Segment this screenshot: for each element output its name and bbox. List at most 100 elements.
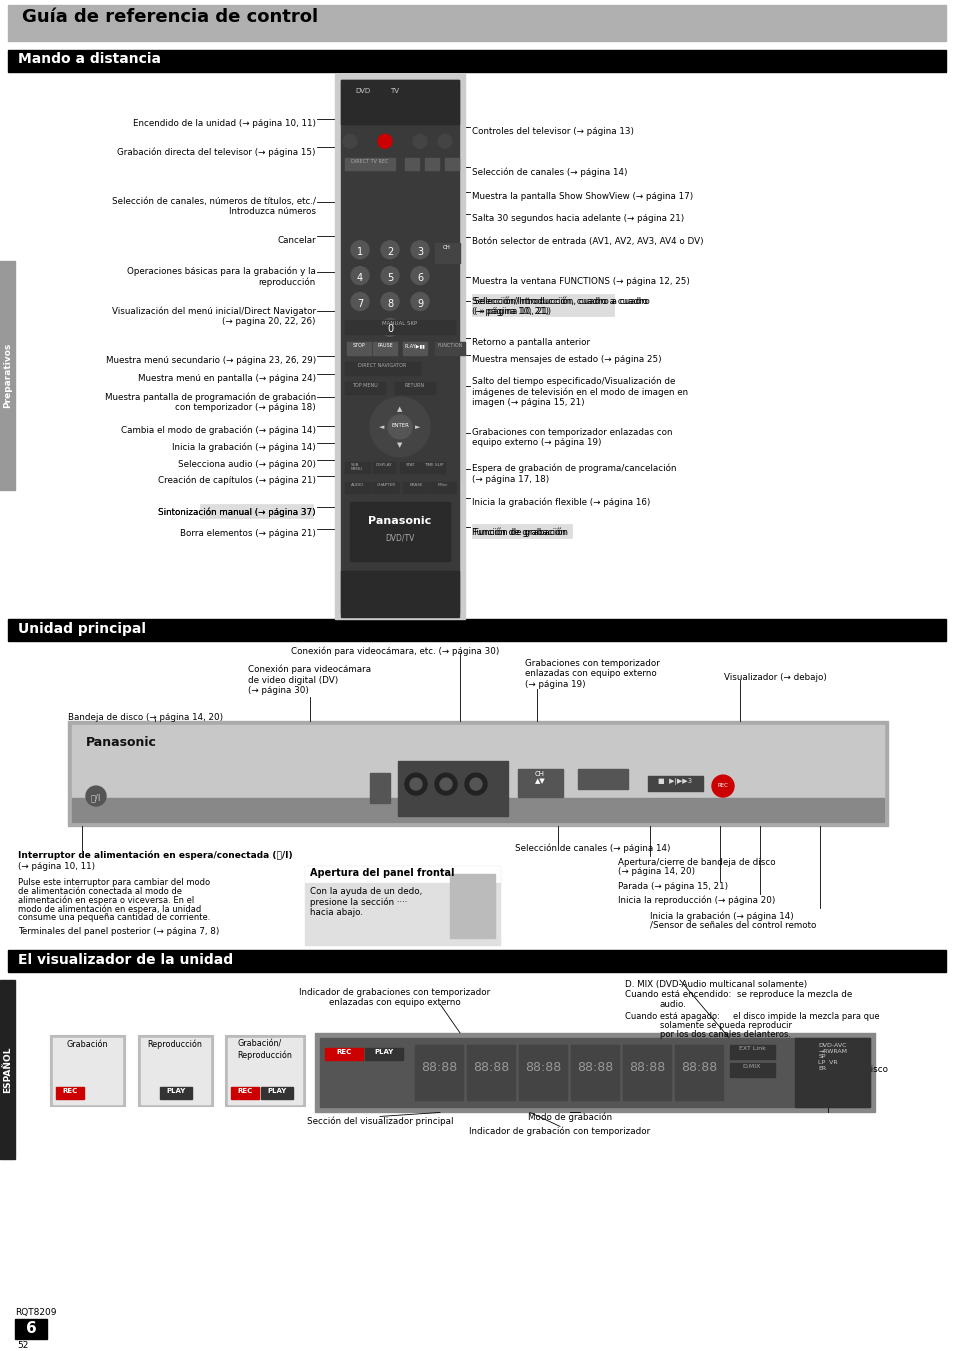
Bar — [340, 571, 458, 617]
Bar — [8, 50, 945, 72]
Text: Preparativos: Preparativos — [3, 343, 12, 408]
Text: Conexión para videocámara, etc. (→ página 30): Conexión para videocámara, etc. (→ págin… — [291, 647, 498, 657]
Circle shape — [380, 240, 398, 258]
Text: Inicia la grabación flexible (→ página 16): Inicia la grabación flexible (→ página 1… — [472, 497, 650, 507]
Text: alimentación en espera o viceversa. En el: alimentación en espera o viceversa. En e… — [18, 896, 194, 905]
Bar — [373, 481, 398, 493]
Text: Mando a distancia: Mando a distancia — [18, 51, 161, 66]
Text: DVD: DVD — [355, 88, 370, 93]
Circle shape — [410, 778, 421, 790]
Circle shape — [380, 319, 398, 336]
Circle shape — [470, 778, 481, 790]
Text: Interruptor de alimentación en espera/conectada (⏻/I): Interruptor de alimentación en espera/co… — [18, 851, 293, 861]
Circle shape — [411, 240, 429, 258]
Bar — [373, 462, 395, 473]
Bar — [340, 80, 458, 124]
Circle shape — [351, 266, 369, 285]
Text: ERASE: ERASE — [409, 482, 422, 486]
Text: 8: 8 — [387, 299, 393, 308]
Text: solamente se pueda reproducir: solamente se pueda reproducir — [659, 1021, 791, 1029]
Text: Pulse este interruptor para cambiar del modo: Pulse este interruptor para cambiar del … — [18, 878, 210, 886]
Text: Retorno a pantalla anterior: Retorno a pantalla anterior — [472, 338, 590, 347]
Text: 2: 2 — [387, 247, 393, 257]
Bar — [435, 342, 464, 355]
Bar — [647, 775, 702, 792]
Text: Muestra pantalla de programación de grabación
con temporizador (→ página 18): Muestra pantalla de programación de grab… — [105, 392, 315, 412]
Text: PAUSE: PAUSE — [376, 343, 393, 349]
Bar — [340, 80, 458, 613]
Text: TOP MENU: TOP MENU — [352, 384, 377, 388]
Bar — [345, 158, 395, 170]
Bar — [430, 481, 456, 493]
Text: SUB
MENU: SUB MENU — [351, 462, 363, 471]
Text: CH
▲▼: CH ▲▼ — [534, 771, 545, 784]
Bar — [347, 342, 371, 355]
Text: STAT: STAT — [406, 462, 416, 466]
Text: Operaciones básicas para la grabación y la
reproducción: Operaciones básicas para la grabación y … — [127, 266, 315, 288]
Text: PLAY: PLAY — [374, 1048, 394, 1055]
Bar — [0, 261, 15, 489]
Text: ESPAÑOL: ESPAÑOL — [3, 1047, 12, 1093]
Bar — [395, 382, 435, 394]
Text: D. MIX (DVD-Audio multicanal solamente): D. MIX (DVD-Audio multicanal solamente) — [624, 979, 806, 989]
Text: Indicador de grabación con temporizador: Indicador de grabación con temporizador — [469, 1127, 650, 1136]
Text: ►: ► — [415, 424, 420, 430]
Bar — [435, 243, 459, 262]
Text: Selección/Introducción, cuadro a cuadro
(→ página 10, 21): Selección/Introducción, cuadro a cuadro … — [472, 296, 647, 316]
Circle shape — [435, 773, 456, 794]
Text: Borra elementos (→ página 21): Borra elementos (→ página 21) — [180, 530, 315, 538]
Text: Sintonización manual (→ página 37): Sintonización manual (→ página 37) — [158, 508, 315, 517]
Text: REC: REC — [237, 1088, 253, 1093]
Bar — [314, 1034, 874, 1112]
Bar — [345, 382, 385, 394]
Text: Espera de grabación de programa/cancelación
(→ página 17, 18): Espera de grabación de programa/cancelac… — [472, 463, 676, 484]
Text: Visualización del menú inicial/Direct Navigator
(→ pagina 20, 22, 26): Visualización del menú inicial/Direct Na… — [112, 307, 315, 327]
Text: Muestra menú secundario (→ página 23, 26, 29): Muestra menú secundario (→ página 23, 26… — [106, 357, 315, 365]
Bar — [200, 504, 313, 519]
Text: Grabación directa del televisor (→ página 15): Grabación directa del televisor (→ págin… — [117, 147, 315, 157]
Bar — [8, 950, 945, 973]
Circle shape — [413, 134, 427, 149]
Bar — [399, 462, 421, 473]
Text: Botón selector de entrada (AV1, AV2, AV3, AV4 o DV): Botón selector de entrada (AV1, AV2, AV3… — [472, 236, 703, 246]
Bar — [345, 320, 455, 334]
Bar — [415, 1044, 462, 1100]
Bar — [71, 725, 883, 821]
Bar — [424, 158, 438, 170]
Text: Sección del visualizador principal: Sección del visualizador principal — [307, 1116, 453, 1125]
Text: 4: 4 — [356, 273, 363, 282]
Bar — [325, 1048, 363, 1059]
Bar — [467, 1044, 515, 1100]
Circle shape — [388, 415, 412, 439]
Text: DIRECT NAVIGATOR: DIRECT NAVIGATOR — [357, 363, 406, 369]
Bar — [261, 1086, 293, 1098]
Text: 9: 9 — [416, 299, 422, 308]
Text: Grabación/
Reproducción: Grabación/ Reproducción — [237, 1040, 293, 1059]
Text: Selección de canales (→ página 14): Selección de canales (→ página 14) — [472, 168, 627, 177]
Text: Función de grabación: Función de grabación — [472, 527, 565, 536]
Bar — [518, 1044, 566, 1100]
Text: Inicia la grabación (→ página 14): Inicia la grabación (→ página 14) — [172, 443, 315, 453]
Text: Cuando está encendido:  se reproduce la mezcla de: Cuando está encendido: se reproduce la m… — [624, 990, 851, 1000]
Text: Salta 30 segundos hacia adelante (→ página 21): Salta 30 segundos hacia adelante (→ pági… — [472, 213, 683, 223]
Bar — [50, 1035, 125, 1106]
Circle shape — [343, 134, 356, 149]
Bar — [8, 5, 945, 41]
Text: 88:88: 88:88 — [524, 1061, 560, 1074]
Text: PLAY: PLAY — [166, 1088, 186, 1093]
Circle shape — [437, 134, 452, 149]
Text: Selección/Introducción, cuadro a cuadro
(→ página 10, 21): Selección/Introducción, cuadro a cuadro … — [474, 296, 649, 316]
Text: Cancelar: Cancelar — [277, 236, 315, 245]
Text: Visualizador (→ debajo): Visualizador (→ debajo) — [723, 673, 826, 682]
Text: modo de alimentación en espera, la unidad: modo de alimentación en espera, la unida… — [18, 905, 201, 915]
Text: Grabaciones con temporizador enlazadas con
equipo externo (→ página 19): Grabaciones con temporizador enlazadas c… — [472, 428, 672, 447]
Text: Grabaciones con temporizador
enlazadas con equipo externo
(→ página 19): Grabaciones con temporizador enlazadas c… — [524, 659, 659, 689]
Bar — [0, 979, 15, 1159]
Text: Indicador de grabaciones con temporizador: Indicador de grabaciones con temporizado… — [299, 988, 490, 997]
Text: audio.: audio. — [659, 1000, 686, 1009]
Text: ⏻/I: ⏻/I — [91, 793, 101, 802]
Bar — [345, 462, 370, 473]
Text: ▲: ▲ — [396, 405, 402, 412]
Bar — [345, 362, 419, 376]
Bar — [365, 1048, 402, 1059]
